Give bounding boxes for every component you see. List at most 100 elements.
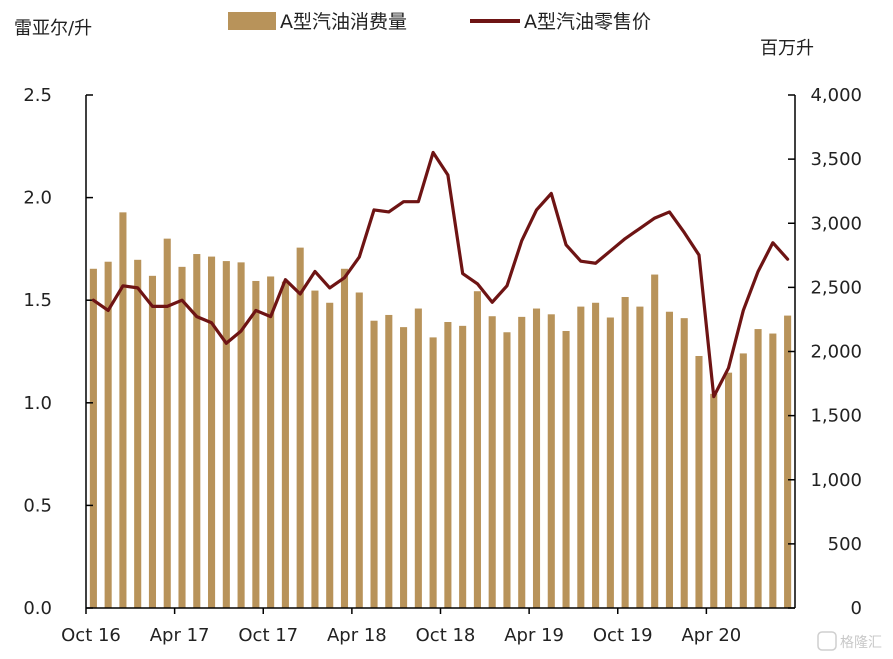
x-tick-label: Apr 20 <box>681 625 741 646</box>
consumption-bar <box>355 292 363 608</box>
x-tick-label: Apr 17 <box>150 625 210 646</box>
consumption-bar <box>429 337 437 608</box>
price-point <box>387 210 390 214</box>
consumption-bar <box>400 327 408 608</box>
price-point <box>756 270 760 273</box>
price-point <box>195 315 198 318</box>
consumption-bar <box>281 281 289 608</box>
price-point <box>284 278 287 281</box>
consumption-bar <box>532 308 541 608</box>
price-point <box>151 305 154 308</box>
consumption-bar <box>518 316 526 608</box>
consumption-bar <box>592 302 600 608</box>
consumption-bar <box>193 254 201 608</box>
consumption-bar <box>547 314 555 608</box>
price-point <box>225 342 228 345</box>
right-tick-label: 2,000 <box>810 342 862 363</box>
consumption-bar <box>473 291 481 608</box>
price-point <box>328 286 331 290</box>
right-axis-label: 百万升 <box>760 38 814 59</box>
consumption-bar <box>237 262 245 608</box>
consumption-bar <box>222 261 230 608</box>
price-point <box>520 239 523 242</box>
price-point <box>372 208 376 212</box>
consumption-bar <box>414 308 422 608</box>
price-point <box>476 282 479 285</box>
x-tick-label: Oct 19 <box>593 625 653 646</box>
consumption-bars <box>89 212 792 608</box>
legend: A型汽油消费量 A型汽油零售价 <box>228 11 651 33</box>
price-point <box>106 309 110 312</box>
price-point <box>431 151 435 154</box>
price-point <box>180 299 184 302</box>
consumption-bar <box>739 353 747 608</box>
price-point <box>594 262 597 265</box>
left-tick-label: 1.5 <box>23 290 52 311</box>
consumption-bar <box>89 268 97 608</box>
price-point <box>358 255 361 259</box>
right-tick-label: 3,000 <box>810 213 862 234</box>
price-point <box>668 210 671 214</box>
price-point <box>535 208 538 212</box>
price-point <box>210 321 213 324</box>
price-line <box>91 150 790 399</box>
price-point <box>239 329 243 333</box>
price-point <box>697 253 701 257</box>
consumption-bar <box>311 290 319 608</box>
left-tick-label: 0.5 <box>23 495 52 516</box>
consumption-bar <box>178 266 186 608</box>
price-point <box>727 366 730 370</box>
price-point <box>298 292 302 296</box>
x-tick-label: Apr 19 <box>504 625 564 646</box>
price-point <box>92 299 95 302</box>
consumption-bar <box>119 212 127 608</box>
price-point <box>269 315 272 318</box>
price-point <box>623 237 627 240</box>
price-point <box>446 173 450 177</box>
x-tick-label: Oct 16 <box>61 625 121 646</box>
x-tick-label: Apr 18 <box>327 625 387 646</box>
consumption-bar <box>252 280 260 608</box>
right-tick-label: 1,500 <box>810 406 862 427</box>
consumption-bar <box>326 302 334 608</box>
consumption-bar <box>134 259 142 608</box>
consumption-bar <box>385 314 393 608</box>
consumption-bar <box>695 355 703 608</box>
consumption-bar <box>163 238 171 608</box>
consumption-bar <box>754 329 762 608</box>
consumption-bar <box>784 315 792 608</box>
consumption-bar <box>680 318 688 608</box>
consumption-bar <box>636 306 644 608</box>
right-tick-label: 1,000 <box>810 470 862 491</box>
consumption-bar <box>621 296 629 608</box>
left-tick-label: 1.0 <box>23 393 52 414</box>
consumption-bar <box>710 393 718 608</box>
consumption-bar <box>296 247 304 608</box>
x-tick-label: Oct 17 <box>238 625 298 646</box>
left-tick-label: 0.0 <box>23 598 52 619</box>
price-point <box>402 200 405 203</box>
price-point <box>417 200 420 203</box>
legend-bar-swatch <box>228 12 276 30</box>
watermark-text: 格隆汇 <box>840 635 882 651</box>
consumption-bar <box>370 320 378 608</box>
watermark: 格隆汇 <box>817 631 882 651</box>
consumption-bar <box>577 306 585 608</box>
price-point <box>491 301 494 304</box>
right-tick-label: 500 <box>828 534 862 555</box>
legend-bar-label: A型汽油消费量 <box>280 11 407 33</box>
price-point <box>550 192 553 195</box>
consumption-bar <box>503 332 511 608</box>
price-point <box>461 272 464 275</box>
price-point <box>786 257 789 261</box>
price-point <box>121 284 125 288</box>
consumption-bar <box>651 274 659 608</box>
price-point <box>343 276 346 279</box>
consumption-bar <box>104 261 112 608</box>
price-point <box>683 231 686 234</box>
consumption-bar <box>769 333 777 608</box>
price-point <box>712 395 715 398</box>
x-tick-label: Oct 18 <box>416 625 476 646</box>
consumption-bar <box>606 317 614 608</box>
